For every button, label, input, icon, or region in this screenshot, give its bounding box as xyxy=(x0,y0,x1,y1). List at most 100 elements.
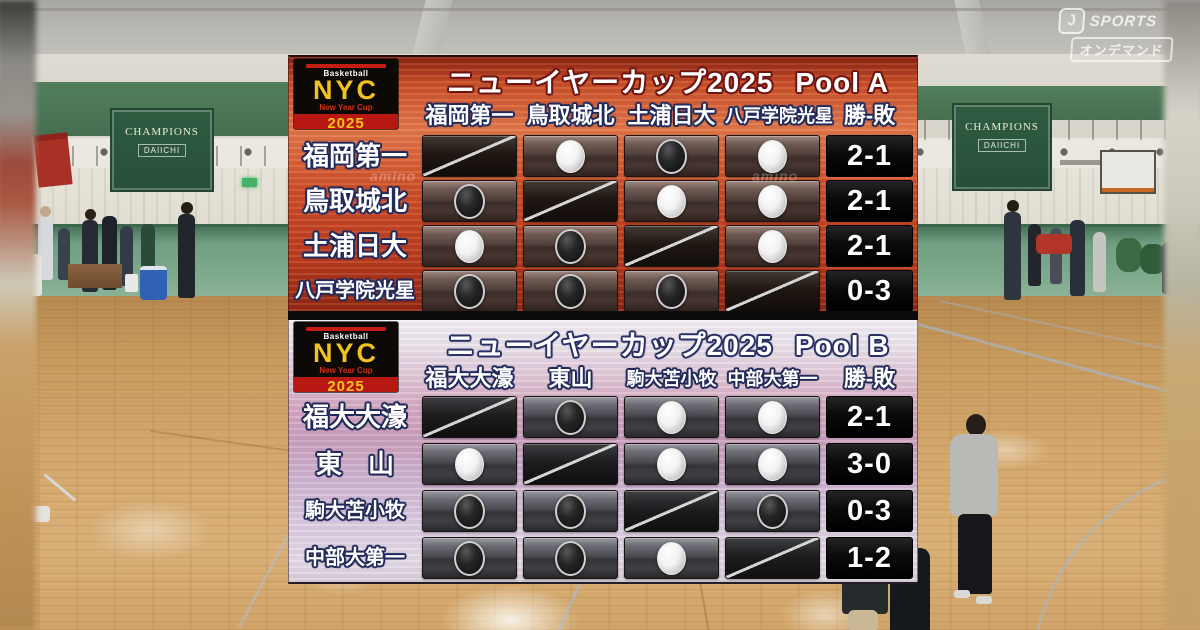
banner-subtitle: DAIICHI xyxy=(977,139,1027,152)
blue-barrel xyxy=(140,266,167,300)
win-mark-white-circle xyxy=(758,400,787,434)
person-figure xyxy=(58,228,70,280)
pool-a-title: ニューイヤーカップ2025 Pool A xyxy=(419,61,917,101)
team-name: 福大大濠 xyxy=(302,402,407,432)
record-cell: 2-1 xyxy=(826,225,913,267)
banner-title: CHAMPIONS xyxy=(125,126,199,138)
loss-mark-black-circle xyxy=(656,138,687,174)
plant xyxy=(1116,238,1142,272)
team-name: 鳥取城北 xyxy=(302,186,407,216)
loss-mark-black-circle xyxy=(555,540,586,576)
record-cell: 2-1 xyxy=(826,135,913,177)
record-cell: 2-1 xyxy=(826,180,913,222)
column-header-team: 中部大第一 xyxy=(727,369,818,389)
win-mark-white-circle xyxy=(455,229,484,263)
standings-row: 鳥取城北 2-1 xyxy=(289,180,917,222)
logo-new-year-cup-label: New Year Cup xyxy=(319,103,373,112)
exit-light xyxy=(242,178,257,187)
self-match-cell xyxy=(523,180,618,222)
result-cell xyxy=(624,537,719,579)
result-cell xyxy=(523,537,618,579)
watermark: amino xyxy=(752,168,799,184)
record-cell: 2-1 xyxy=(826,396,913,438)
column-header-team: 鳥取城北 xyxy=(526,103,615,128)
basketball-backboard xyxy=(1100,150,1156,194)
loss-mark-black-circle xyxy=(454,540,485,576)
result-cell xyxy=(523,490,618,532)
logo-basketball-label: Basketball xyxy=(323,69,369,78)
red-bag xyxy=(1036,234,1072,254)
logo-red-line xyxy=(306,327,386,331)
tournament-title: ニューイヤーカップ2025 xyxy=(446,330,773,361)
win-mark-white-circle xyxy=(657,400,686,434)
self-match-cell xyxy=(725,537,820,579)
record-cell: 1-2 xyxy=(826,537,913,579)
red-banner xyxy=(33,132,73,188)
table-prop xyxy=(68,264,122,288)
loss-mark-black-circle xyxy=(555,399,586,435)
result-cell xyxy=(725,396,820,438)
pool-a-standings-panel: Basketball NYC New Year Cup 2025 ニューイヤーカ… xyxy=(288,55,918,313)
team-name: 八戸学院光星 xyxy=(295,280,415,302)
column-header-team: 福岡第一 xyxy=(425,103,514,128)
self-match-cell xyxy=(725,270,820,312)
logo-acronym: NYC xyxy=(312,75,379,105)
tournament-title: ニューイヤーカップ2025 xyxy=(446,67,774,98)
column-header-team: 東山 xyxy=(548,366,593,391)
person-figure xyxy=(1070,220,1085,296)
logo-acronym: NYC xyxy=(312,338,379,368)
logo-year: 2025 xyxy=(294,114,398,129)
result-cell xyxy=(523,270,618,312)
loss-mark-black-circle xyxy=(454,273,485,309)
champions-banner-right: CHAMPIONS DAIICHI xyxy=(952,103,1052,191)
nyc-tournament-logo: Basketball NYC New Year Cup 2025 xyxy=(294,322,398,392)
result-cell xyxy=(422,180,517,222)
banner-subtitle: DAIICHI xyxy=(137,144,187,157)
win-mark-white-circle xyxy=(556,139,585,173)
banner-title: CHAMPIONS xyxy=(965,121,1039,133)
shoe xyxy=(954,590,970,598)
pool-label: Pool A xyxy=(795,67,890,98)
standings-row: 土浦日大 2-1 xyxy=(289,225,917,267)
record-cell: 3-0 xyxy=(826,443,913,485)
champions-banner-left: CHAMPIONS DAIICHI xyxy=(110,108,214,192)
win-mark-white-circle xyxy=(455,447,484,481)
person-legs xyxy=(848,610,878,630)
column-header-record: 勝-敗 xyxy=(843,103,896,128)
person-figure xyxy=(120,226,133,286)
loss-mark-black-circle xyxy=(555,273,586,309)
panel-separator xyxy=(288,311,918,320)
pool-label: Pool B xyxy=(794,330,890,361)
floor-reflection xyxy=(90,500,210,560)
standings-row: 中部大第一 1-2 xyxy=(289,537,917,579)
result-cell xyxy=(422,537,517,579)
right-blur-edge xyxy=(1164,0,1200,630)
standings-row: 福大大濠 2-1 xyxy=(289,396,917,438)
jsports-ondemand-badge: オンデマンド xyxy=(1069,37,1174,62)
result-cell xyxy=(725,180,820,222)
basketball-hoop-arm xyxy=(1060,160,1104,165)
team-name: 土浦日大 xyxy=(302,231,407,261)
person-head xyxy=(1007,200,1019,212)
person-head xyxy=(181,202,193,214)
column-header-record: 勝-敗 xyxy=(843,366,896,391)
column-header-team: 駒大苫小牧 xyxy=(626,369,717,389)
record-cell: 0-3 xyxy=(826,490,913,532)
water-jug xyxy=(125,274,138,292)
result-cell xyxy=(725,490,820,532)
result-cell xyxy=(523,396,618,438)
standings-row: 八戸学院光星 0-3 xyxy=(289,270,917,312)
watermark: amino xyxy=(370,168,417,184)
result-cell xyxy=(422,490,517,532)
person-legs xyxy=(958,514,992,594)
column-header-team: 福大大濠 xyxy=(425,366,514,391)
loss-mark-black-circle xyxy=(454,183,485,219)
shoe xyxy=(976,596,992,604)
standings-row: 福岡第一 2-1 xyxy=(289,135,917,177)
result-cell xyxy=(725,135,820,177)
win-mark-white-circle xyxy=(758,139,787,173)
logo-year: 2025 xyxy=(294,377,398,392)
standings-row: 駒大苫小牧 0-3 xyxy=(289,490,917,532)
result-cell xyxy=(523,135,618,177)
result-cell xyxy=(624,135,719,177)
